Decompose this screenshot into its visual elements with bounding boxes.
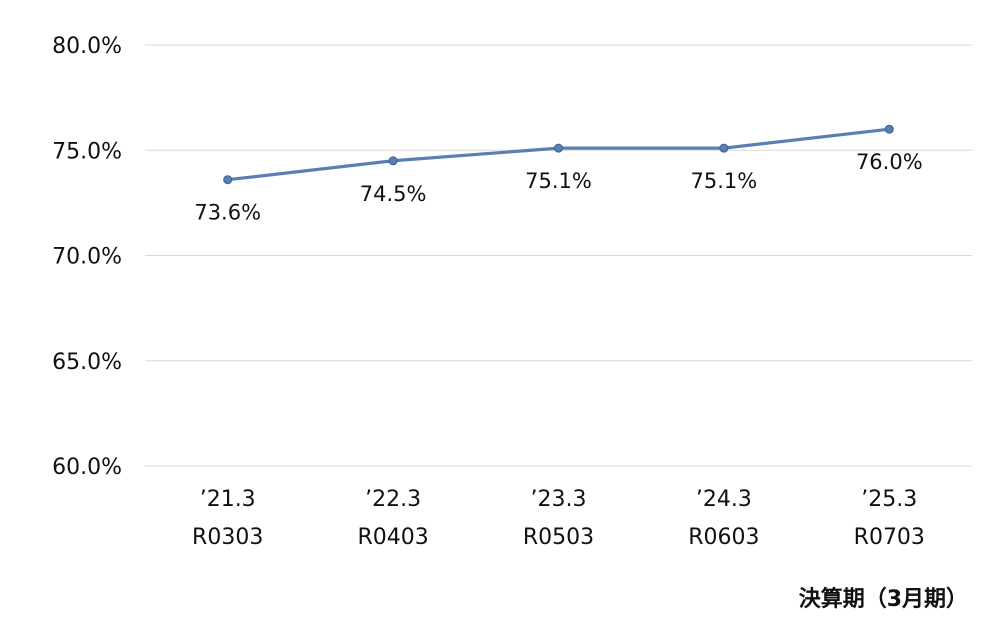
data-label: 73.6% — [194, 201, 261, 225]
x-axis-title: 決算期（3月期） — [799, 586, 968, 612]
x-axis-category-labels: ’21.3 R0303 ’22.3 R0403 ’23.3 R0503 ’24.3 R0603… — [192, 487, 925, 550]
x-category-sublabel: R0703 — [854, 525, 925, 550]
data-label: 75.1% — [525, 169, 592, 193]
data-label: 76.0% — [856, 150, 923, 174]
x-category-sublabel: R0503 — [523, 525, 594, 550]
data-point — [554, 143, 563, 153]
y-tick-label: 60.0% — [52, 455, 122, 480]
y-axis-tick-labels: 60.0% 65.0% 70.0% 75.0% 80.0% — [52, 34, 122, 480]
data-label: 74.5% — [360, 182, 427, 206]
data-point — [884, 124, 894, 134]
x-category-sublabel: R0603 — [688, 525, 759, 550]
data-point — [719, 143, 729, 153]
data-point — [223, 175, 233, 185]
y-tick-label: 80.0% — [52, 34, 122, 59]
x-category-label: ’23.3 — [531, 487, 587, 512]
data-labels: 73.6% 74.5% 75.1% 75.1% 76.0% — [194, 150, 922, 225]
gridlines — [145, 44, 972, 467]
y-tick-label: 75.0% — [52, 139, 122, 164]
data-label: 75.1% — [691, 169, 758, 193]
x-category-label: ’25.3 — [861, 487, 917, 512]
y-tick-label: 65.0% — [52, 350, 122, 375]
x-category-label: ’22.3 — [365, 487, 421, 512]
data-point — [388, 156, 398, 166]
series-layer — [223, 124, 894, 185]
x-category-sublabel: R0403 — [357, 525, 428, 550]
x-category-label: ’21.3 — [200, 487, 256, 512]
y-tick-label: 70.0% — [52, 245, 122, 270]
x-category-label: ’24.3 — [696, 487, 752, 512]
x-category-sublabel: R0303 — [192, 525, 263, 550]
